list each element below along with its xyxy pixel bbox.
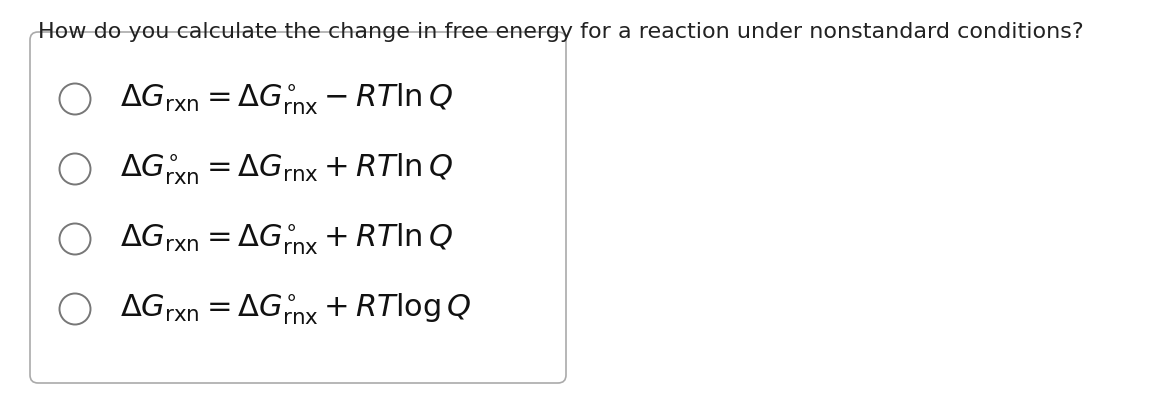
Ellipse shape [60,154,90,184]
Text: $\Delta G_{\mathrm{rxn}} = \Delta G^{\circ}_{\mathrm{rnx}} - RT\ln Q$: $\Delta G_{\mathrm{rxn}} = \Delta G^{\ci… [120,81,453,117]
Ellipse shape [60,294,90,324]
FancyBboxPatch shape [30,32,566,383]
Ellipse shape [60,224,90,254]
Text: How do you calculate the change in free energy for a reaction under nonstandard : How do you calculate the change in free … [39,22,1084,42]
Ellipse shape [60,84,90,114]
Text: $\Delta G_{\mathrm{rxn}} = \Delta G^{\circ}_{\mathrm{rnx}} + RT\ln Q$: $\Delta G_{\mathrm{rxn}} = \Delta G^{\ci… [120,221,453,257]
Text: $\Delta G_{\mathrm{rxn}} = \Delta G^{\circ}_{\mathrm{rnx}} + RT\log Q$: $\Delta G_{\mathrm{rxn}} = \Delta G^{\ci… [120,291,472,327]
Text: $\Delta G^{\circ}_{\mathrm{rxn}} = \Delta G_{\mathrm{rnx}} + RT\ln Q$: $\Delta G^{\circ}_{\mathrm{rxn}} = \Delt… [120,151,453,187]
